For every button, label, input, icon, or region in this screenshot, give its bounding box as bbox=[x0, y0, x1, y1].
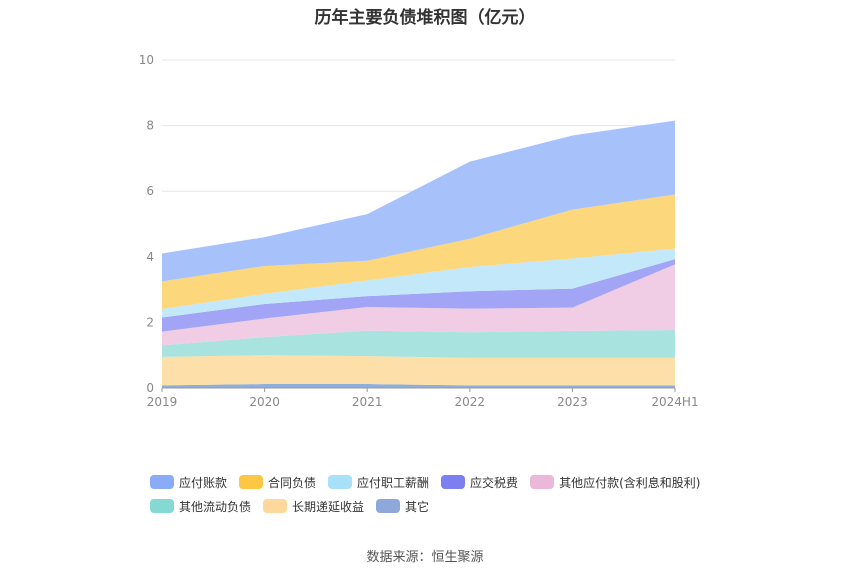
legend-label: 应付职工薪酬 bbox=[357, 475, 430, 490]
area-应交税费 bbox=[162, 259, 675, 332]
y-tick-label: 0 bbox=[146, 381, 154, 395]
area-其他应付款(含利息和股利) bbox=[162, 264, 675, 346]
area-series bbox=[162, 120, 675, 388]
legend-item[interactable]: 应付账款 bbox=[150, 474, 227, 491]
legend-item[interactable]: 应交税费 bbox=[441, 474, 518, 491]
legend-swatch bbox=[239, 475, 264, 489]
legend-item[interactable]: 长期递延收益 bbox=[263, 498, 364, 515]
legend-swatch bbox=[530, 475, 555, 489]
x-tick-label: 2022 bbox=[455, 395, 486, 409]
legend-swatch bbox=[150, 475, 174, 489]
x-tick-label: 2020 bbox=[249, 395, 280, 409]
legend-row: 其他流动负债 长期递延收益 其它 bbox=[150, 494, 750, 518]
axes: 0 2 4 6 8 10 2019 2020 2021 2022 2023 2024H1 bbox=[139, 53, 699, 409]
area-应付账款 bbox=[162, 120, 675, 282]
legend-swatch bbox=[150, 499, 174, 513]
legend-item[interactable]: 应付职工薪酬 bbox=[328, 474, 429, 491]
y-tick-label: 6 bbox=[146, 184, 154, 198]
y-tick-label: 2 bbox=[146, 315, 154, 329]
y-tick-label: 10 bbox=[139, 53, 154, 67]
y-tick-label: 4 bbox=[146, 250, 154, 264]
x-tick-label: 2019 bbox=[147, 395, 178, 409]
area-长期递延收益 bbox=[162, 355, 675, 386]
legend-label: 长期递延收益 bbox=[292, 499, 365, 514]
legend-label: 应交税费 bbox=[470, 475, 519, 490]
legend-label: 合同负债 bbox=[268, 475, 317, 490]
chart-title: 历年主要负债堆积图（亿元） bbox=[314, 8, 536, 28]
area-合同负债 bbox=[162, 194, 675, 309]
area-其它 bbox=[162, 384, 675, 388]
legend-swatch bbox=[376, 499, 401, 513]
area-应付职工薪酬 bbox=[162, 248, 675, 318]
x-tick-label: 2021 bbox=[352, 395, 383, 409]
y-tick-label: 8 bbox=[146, 119, 154, 133]
data-source-note: 数据来源：恒生聚源 bbox=[366, 550, 484, 565]
legend-label: 其他应付款(含利息和股利) bbox=[559, 475, 701, 490]
legend-swatch bbox=[328, 475, 353, 489]
x-tick-label: 2024H1 bbox=[651, 395, 698, 409]
legend-row: 应付账款 合同负债 应付职工薪酬 应交税费 其他应付款(含利息和股利) bbox=[150, 470, 750, 494]
x-tick-label: 2023 bbox=[557, 395, 588, 409]
legend-item[interactable]: 合同负债 bbox=[239, 474, 316, 491]
legend-swatch bbox=[441, 475, 466, 489]
legend-label: 应付账款 bbox=[179, 475, 228, 490]
legend-swatch bbox=[263, 499, 288, 513]
legend-label: 其它 bbox=[405, 499, 430, 514]
legend-item[interactable]: 其他应付款(含利息和股利) bbox=[530, 474, 700, 491]
legend-item[interactable]: 其它 bbox=[376, 498, 429, 515]
legend-item[interactable]: 其他流动负债 bbox=[150, 498, 251, 515]
legend-label: 其他流动负债 bbox=[179, 499, 252, 514]
legend: 应付账款 合同负债 应付职工薪酬 应交税费 其他应付款(含利息和股利) 其他流动负债 长期… bbox=[150, 470, 750, 518]
area-其他流动负债 bbox=[162, 329, 675, 358]
